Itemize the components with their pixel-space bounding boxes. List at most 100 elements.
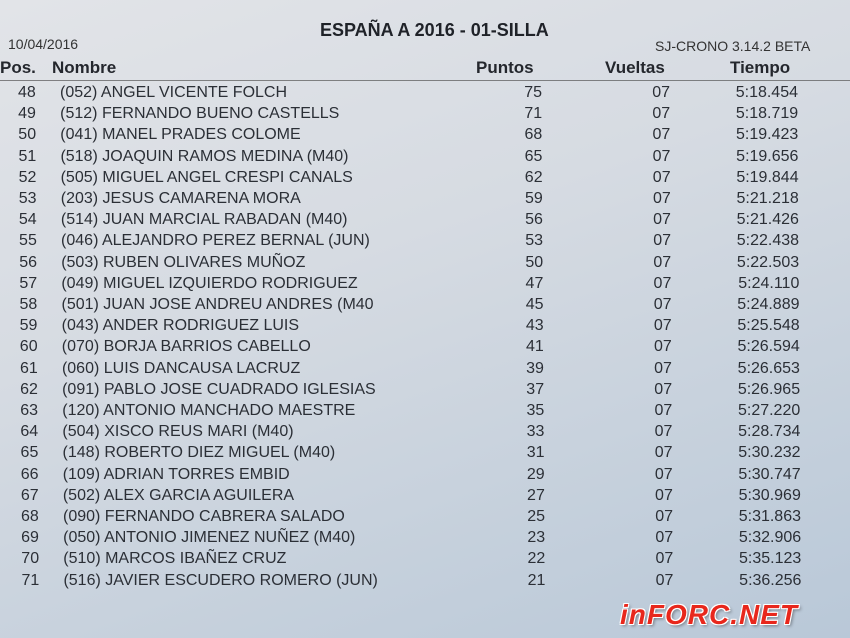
cell-time: 5:32.906 — [738, 529, 802, 547]
cell-pos: 55 — [19, 232, 37, 250]
header-name: Nombre — [52, 58, 117, 77]
cell-laps: 07 — [652, 190, 671, 207]
cell-laps: 07 — [652, 105, 671, 123]
cell-points: 27 — [527, 486, 545, 504]
cell-laps: 07 — [654, 465, 673, 483]
cell-laps: 07 — [653, 296, 672, 313]
cell-points: 43 — [525, 317, 544, 335]
cell-name: (049) MIGUEL IZQUIERDO RODRIGUEZ — [61, 274, 358, 292]
cell-laps: 07 — [652, 126, 671, 144]
cell-pos: 64 — [20, 423, 39, 441]
cell-time: 5:22.503 — [736, 253, 800, 271]
cell-pos: 65 — [20, 444, 39, 462]
header-divider — [0, 80, 850, 81]
cell-pos: 69 — [21, 529, 39, 547]
cell-name: (502) ALEX GARCIA AGUILERA — [62, 486, 295, 504]
table-row: 65 (148) ROBERTO DIEZ MIGUEL (M40) 31 07 5:3… — [3, 443, 850, 463]
cell-pos: 51 — [18, 147, 37, 165]
cell-points: 22 — [527, 550, 546, 568]
table-row: 53 (203) JESUS CAMARENA MORA 59 07 5:21.218 — [1, 189, 850, 209]
cell-time: 5:30.747 — [738, 465, 801, 483]
cell-time: 5:22.438 — [736, 232, 800, 250]
cell-laps: 07 — [654, 359, 672, 377]
cell-laps: 07 — [654, 423, 673, 441]
cell-name: (504) XISCO REUS MARI (M40) — [62, 423, 294, 441]
cell-laps: 07 — [655, 508, 673, 525]
cell-points: 39 — [526, 359, 544, 377]
cell-pos: 53 — [18, 190, 37, 207]
cell-time: 5:18.719 — [735, 105, 799, 123]
cell-laps: 07 — [654, 380, 673, 398]
cell-points: 56 — [525, 211, 543, 229]
document-title: ESPAÑA A 2016 - 01-SILLA — [320, 20, 549, 40]
cell-time: 5:31.863 — [738, 508, 801, 525]
cell-name: (109) ADRIAN TORRES EMBID — [62, 465, 290, 483]
cell-name: (046) ALEJANDRO PEREZ BERNAL (JUN) — [61, 232, 370, 250]
table-row: 63 (120) ANTONIO MANCHADO MAESTRE 35 07 5:27… — [2, 401, 850, 421]
cell-points: 53 — [525, 232, 544, 250]
cell-time: 5:36.256 — [739, 571, 802, 589]
table-row: 69 (050) ANTONIO JIMENEZ NUÑEZ (M40) 23 07 5… — [3, 528, 850, 548]
cell-name: (516) JAVIER ESCUDERO ROMERO (JUN) — [63, 571, 378, 589]
cell-pos: 71 — [21, 571, 40, 589]
cell-points: 68 — [524, 126, 543, 144]
cell-name: (091) PABLO JOSE CUADRADO IGLESIAS — [62, 380, 376, 398]
cell-points: 65 — [524, 147, 543, 165]
cell-name: (070) BORJA BARRIOS CABELLO — [61, 338, 311, 356]
cell-points: 47 — [525, 274, 544, 292]
cell-time: 5:30.969 — [738, 486, 801, 504]
cell-pos: 68 — [21, 508, 39, 525]
header-points: Puntos — [476, 58, 534, 77]
cell-name: (518) JOAQUIN RAMOS MEDINA (M40) — [60, 147, 349, 165]
cell-time: 5:24.889 — [737, 296, 800, 313]
cell-time: 5:27.220 — [737, 402, 801, 419]
cell-laps: 07 — [652, 84, 670, 101]
cell-name: (503) RUBEN OLIVARES MUÑOZ — [61, 253, 306, 271]
cell-name: (148) ROBERTO DIEZ MIGUEL (M40) — [62, 444, 336, 462]
cell-time: 5:26.965 — [737, 380, 801, 398]
cell-laps: 07 — [655, 486, 673, 504]
cell-pos: 70 — [21, 550, 40, 568]
cell-points: 33 — [526, 423, 545, 441]
table-row: 64 (504) XISCO REUS MARI (M40) 33 07 5:28.73… — [2, 422, 850, 442]
cell-time: 5:35.123 — [739, 550, 802, 568]
cell-pos: 58 — [19, 296, 38, 313]
cell-time: 5:19.656 — [736, 147, 799, 165]
header-time: Tiempo — [730, 58, 791, 77]
cell-name: (090) FERNANDO CABRERA SALADO — [63, 508, 345, 525]
document-date: 10/04/2016 — [8, 36, 79, 52]
cell-time: 5:25.548 — [737, 317, 800, 335]
cell-points: 41 — [526, 338, 544, 356]
cell-laps: 07 — [653, 232, 672, 250]
header-laps: Vueltas — [605, 58, 665, 77]
cell-laps: 07 — [654, 402, 673, 419]
table-row: 48 (052) ANGEL VICENTE FOLCH 75 07 5:18.454 — [0, 83, 850, 103]
cell-pos: 62 — [20, 380, 38, 398]
cell-time: 5:21.426 — [736, 211, 799, 229]
cell-pos: 57 — [19, 274, 38, 292]
cell-pos: 54 — [18, 211, 37, 229]
cell-pos: 49 — [18, 105, 36, 123]
table-row: 52 (505) MIGUEL ANGEL CRESPI CANALS 62 07 5:… — [1, 168, 850, 188]
cell-points: 62 — [524, 168, 543, 186]
cell-laps: 07 — [653, 317, 672, 335]
cell-pos: 67 — [20, 486, 39, 504]
cell-name: (510) MARCOS IBAÑEZ CRUZ — [63, 550, 287, 568]
table-row: 55 (046) ALEJANDRO PEREZ BERNAL (JUN) 53 07… — [1, 231, 850, 251]
table-row: 51 (518) JOAQUIN RAMOS MEDINA (M40) 65 07 5:… — [0, 147, 850, 167]
cell-name: (512) FERNANDO BUENO CASTELLS — [60, 105, 340, 123]
cell-name: (203) JESUS CAMARENA MORA — [60, 190, 301, 207]
cell-pos: 50 — [18, 126, 37, 144]
table-row: 59 (043) ANDER RODRIGUEZ LUIS 43 07 5:25.548 — [2, 316, 850, 336]
software-version: SJ-CRONO 3.14.2 BETA — [655, 38, 811, 54]
table-row: 49 (512) FERNANDO BUENO CASTELLS 71 07 5:18.… — [0, 104, 850, 124]
cell-laps: 07 — [653, 253, 672, 271]
cell-name: (043) ANDER RODRIGUEZ LUIS — [61, 317, 300, 335]
table-row: 58 (501) JUAN JOSE ANDREU ANDRES (M40 45 07… — [2, 295, 850, 315]
cell-laps: 07 — [654, 444, 673, 462]
cell-points: 31 — [526, 444, 545, 462]
cell-laps: 07 — [655, 571, 674, 589]
table-row: 66 (109) ADRIAN TORRES EMBID 29 07 5:30.747 — [3, 465, 850, 485]
table-row: 71 (516) JAVIER ESCUDERO ROMERO (JUN) 21 07… — [3, 571, 850, 591]
table-row: 62 (091) PABLO JOSE CUADRADO IGLESIAS 37 07… — [2, 380, 850, 400]
